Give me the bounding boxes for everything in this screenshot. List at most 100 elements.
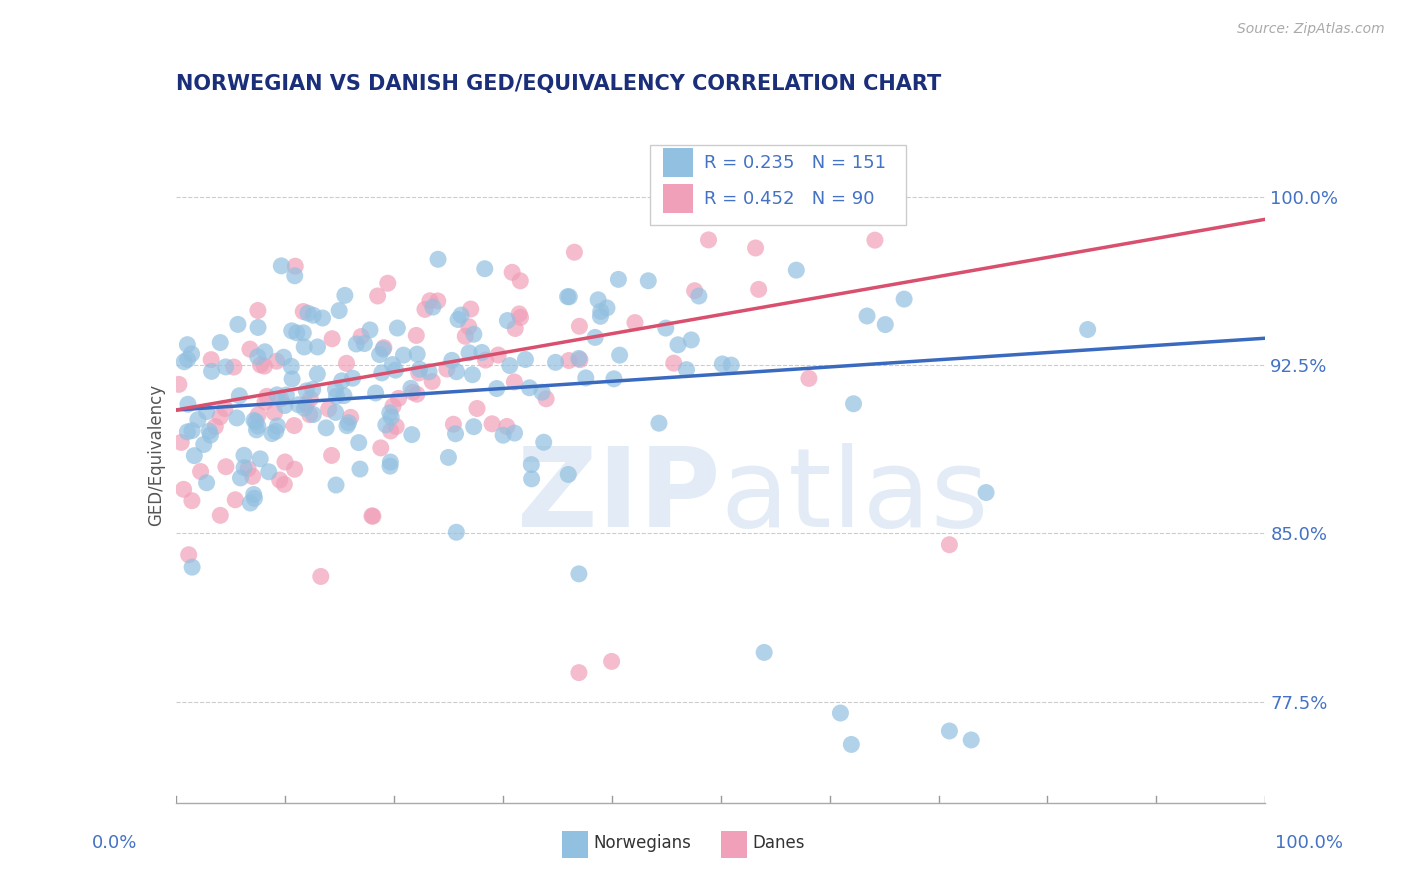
Point: [589, 310, 612, 324]
Point: [215, 459, 238, 474]
Point: [299, 392, 322, 406]
Point: [361, 508, 384, 523]
Point: [176, 352, 198, 367]
Point: [364, 386, 387, 401]
Point: [307, 367, 329, 381]
Point: [558, 290, 581, 304]
Point: [347, 435, 370, 450]
Point: [344, 337, 367, 351]
Point: [557, 290, 579, 304]
Point: [333, 288, 356, 302]
Point: [295, 384, 318, 398]
Point: [960, 733, 983, 747]
FancyBboxPatch shape: [650, 145, 905, 226]
Point: [295, 397, 318, 411]
Point: [534, 392, 557, 406]
Point: [209, 409, 232, 424]
Point: [330, 374, 353, 388]
Point: [246, 303, 269, 318]
Point: [224, 492, 246, 507]
Point: [444, 426, 467, 441]
Point: [273, 477, 295, 491]
Point: [209, 508, 232, 523]
Point: [380, 455, 402, 469]
Point: [648, 416, 671, 430]
Point: [318, 401, 340, 416]
Point: [519, 381, 541, 395]
Point: [503, 321, 526, 335]
Text: R = 0.452   N = 90: R = 0.452 N = 90: [704, 190, 875, 208]
Point: [333, 389, 356, 403]
Text: ZIP: ZIP: [517, 443, 721, 550]
Point: [284, 462, 307, 476]
Point: [589, 304, 612, 318]
Point: [446, 365, 468, 379]
Point: [496, 419, 519, 434]
Point: [285, 326, 308, 340]
Point: [246, 418, 269, 433]
Point: [568, 665, 591, 680]
Point: [249, 451, 271, 466]
Point: [315, 421, 337, 435]
Point: [328, 303, 350, 318]
Point: [520, 458, 543, 472]
Point: [609, 348, 631, 362]
Point: [515, 352, 537, 367]
Point: [681, 333, 703, 347]
Point: [499, 359, 522, 373]
Point: [600, 654, 623, 668]
Point: [422, 300, 444, 314]
Point: [281, 372, 304, 386]
Point: [607, 272, 630, 286]
Point: [335, 356, 357, 370]
Point: [744, 241, 766, 255]
Point: [586, 293, 609, 307]
Point: [263, 406, 285, 420]
Point: [284, 259, 307, 273]
Point: [408, 366, 430, 380]
Point: [349, 462, 371, 476]
Point: [688, 289, 710, 303]
Point: [274, 455, 297, 469]
Point: [287, 398, 309, 412]
Point: [246, 350, 269, 364]
Point: [401, 427, 423, 442]
Point: [280, 359, 302, 374]
Point: [270, 259, 292, 273]
Point: [297, 306, 319, 320]
Point: [486, 348, 509, 362]
Point: [226, 318, 249, 332]
Point: [204, 419, 226, 434]
Point: [675, 362, 697, 376]
Text: Norwegians: Norwegians: [593, 834, 692, 852]
Point: [436, 362, 458, 376]
Text: atlas: atlas: [721, 443, 988, 550]
Point: [236, 461, 259, 475]
Point: [233, 460, 256, 475]
Point: [173, 355, 195, 369]
Point: [405, 328, 427, 343]
Point: [321, 449, 343, 463]
Point: [215, 359, 238, 374]
Point: [292, 326, 315, 340]
Point: [406, 347, 429, 361]
Point: [292, 340, 315, 354]
Text: NORWEGIAN VS DANISH GED/EQUIVALENCY CORRELATION CHART: NORWEGIAN VS DANISH GED/EQUIVALENCY CORR…: [176, 74, 941, 95]
Text: Danes: Danes: [752, 834, 804, 852]
Point: [284, 268, 307, 283]
Point: [273, 350, 295, 364]
Point: [225, 411, 247, 425]
Point: [380, 410, 402, 425]
Point: [378, 459, 401, 474]
Point: [353, 336, 375, 351]
Point: [200, 364, 222, 378]
Point: [292, 304, 315, 318]
Point: [830, 706, 852, 720]
Point: [173, 483, 195, 497]
Point: [274, 399, 297, 413]
Point: [361, 509, 384, 524]
Point: [181, 424, 204, 438]
Point: [177, 397, 200, 411]
Point: [370, 441, 392, 455]
Point: [427, 252, 450, 267]
